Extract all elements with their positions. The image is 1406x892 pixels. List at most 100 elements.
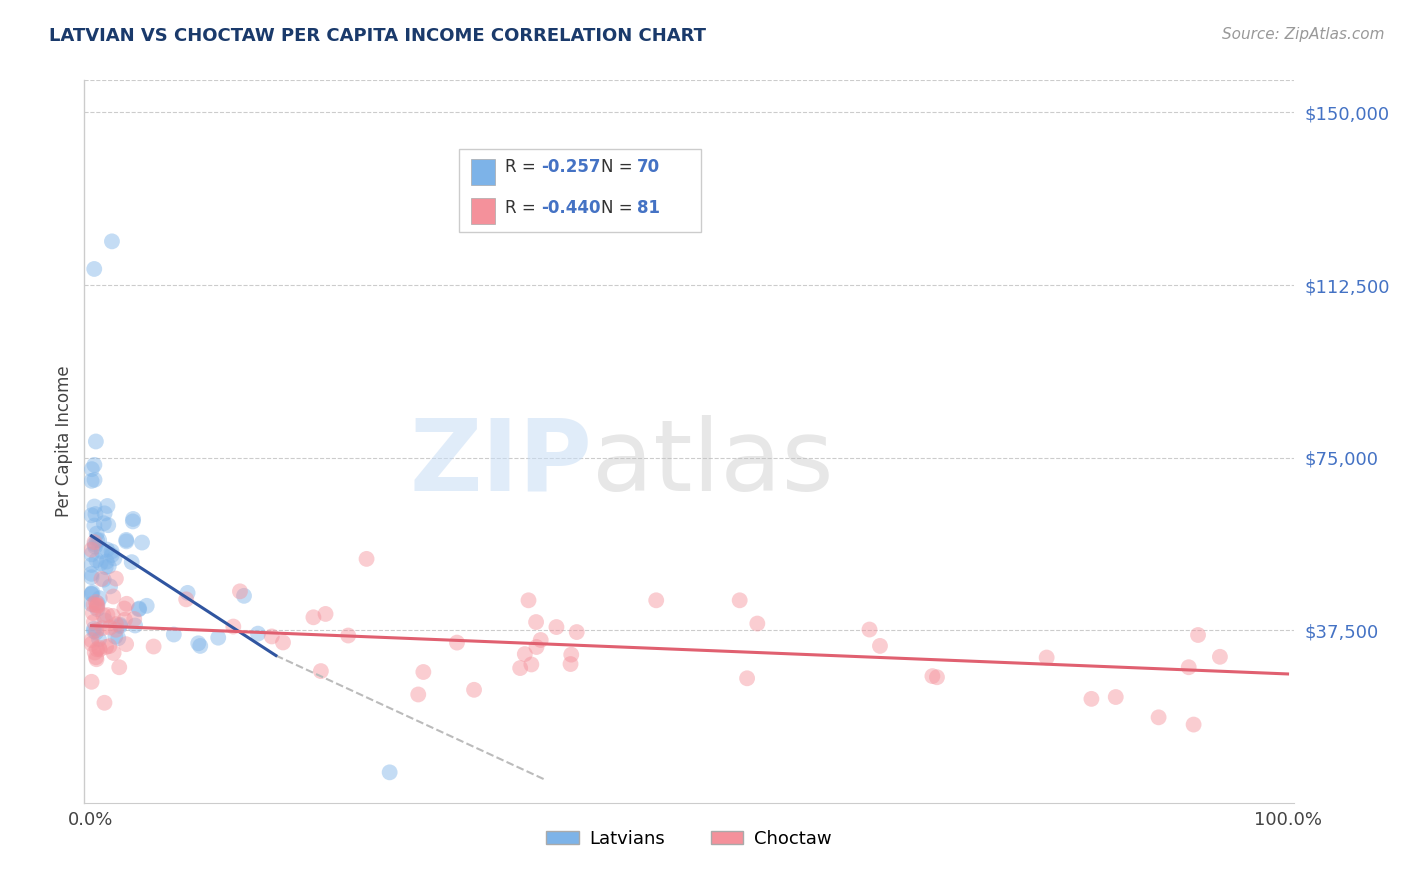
Point xyxy=(80,462,103,476)
Point xyxy=(1147,710,1170,724)
Point xyxy=(302,610,325,624)
Point xyxy=(271,635,294,649)
Point xyxy=(135,599,157,613)
Point xyxy=(98,579,121,593)
Point xyxy=(546,620,568,634)
Point xyxy=(176,586,198,600)
Point xyxy=(80,597,103,611)
Text: N =: N = xyxy=(600,158,637,177)
Text: -0.440: -0.440 xyxy=(541,199,600,217)
Point xyxy=(80,637,103,651)
Point xyxy=(89,591,111,606)
Point xyxy=(246,626,269,640)
Point xyxy=(309,664,332,678)
Point xyxy=(82,585,104,599)
Point xyxy=(463,682,485,697)
Point xyxy=(260,629,283,643)
Point xyxy=(378,765,401,780)
Point xyxy=(858,623,880,637)
Point xyxy=(174,592,197,607)
Y-axis label: Per Capita Income: Per Capita Income xyxy=(55,366,73,517)
Point xyxy=(1209,649,1232,664)
Point xyxy=(83,535,105,549)
Point xyxy=(1080,691,1102,706)
Point xyxy=(115,533,138,547)
Point xyxy=(100,544,122,558)
Point xyxy=(103,551,125,566)
Point xyxy=(101,235,124,249)
Point xyxy=(122,612,145,626)
Text: R =: R = xyxy=(505,199,541,217)
Point xyxy=(83,458,105,472)
Point xyxy=(526,640,548,654)
Point xyxy=(104,630,127,644)
Point xyxy=(560,648,582,662)
Legend: Latvians, Choctaw: Latvians, Choctaw xyxy=(538,822,839,855)
Point xyxy=(728,593,751,607)
Text: atlas: atlas xyxy=(592,415,834,512)
Bar xyxy=(471,159,495,185)
Point xyxy=(446,635,468,649)
Point xyxy=(142,640,165,654)
Point xyxy=(83,262,105,277)
Point xyxy=(87,632,110,647)
Point xyxy=(115,534,138,549)
Point xyxy=(1187,628,1209,642)
Point xyxy=(91,621,114,635)
Point xyxy=(530,632,553,647)
Point xyxy=(86,553,108,567)
Text: -0.257: -0.257 xyxy=(541,158,600,177)
Point xyxy=(128,602,150,616)
Point xyxy=(101,548,124,562)
Point xyxy=(86,533,108,548)
Point xyxy=(86,602,108,616)
Text: Source: ZipAtlas.com: Source: ZipAtlas.com xyxy=(1222,27,1385,42)
Point xyxy=(83,624,105,639)
Text: 70: 70 xyxy=(637,158,659,177)
Point xyxy=(315,607,337,621)
Point xyxy=(83,537,105,551)
Point xyxy=(97,559,120,574)
Point xyxy=(122,512,145,526)
Point xyxy=(94,560,117,574)
Point xyxy=(115,637,138,651)
Point xyxy=(82,606,104,620)
Point xyxy=(107,631,129,645)
Point xyxy=(80,587,103,601)
Point xyxy=(869,639,891,653)
Point xyxy=(131,535,153,549)
Point xyxy=(412,665,434,679)
Point xyxy=(83,646,105,660)
Point xyxy=(84,625,107,640)
Point xyxy=(93,516,115,531)
Point xyxy=(86,600,108,615)
Point xyxy=(163,627,186,641)
FancyBboxPatch shape xyxy=(460,149,702,232)
Point xyxy=(94,640,117,654)
Point xyxy=(86,598,108,612)
Point xyxy=(80,674,103,689)
Point xyxy=(90,572,112,586)
Point xyxy=(229,584,252,599)
Point xyxy=(524,615,547,629)
Point xyxy=(87,640,110,655)
Point xyxy=(188,639,211,653)
Point xyxy=(80,508,103,523)
Point xyxy=(83,518,105,533)
Point xyxy=(1177,660,1199,674)
Point xyxy=(747,616,769,631)
Point xyxy=(114,613,136,627)
Point xyxy=(222,619,245,633)
Point xyxy=(84,434,107,449)
Point xyxy=(98,639,121,653)
Point xyxy=(80,566,103,581)
Point xyxy=(921,669,943,683)
Point xyxy=(93,608,115,623)
Point xyxy=(93,696,115,710)
Point xyxy=(84,507,107,521)
Point xyxy=(337,628,360,642)
Point xyxy=(108,660,131,674)
Point xyxy=(112,601,135,615)
Point xyxy=(84,540,107,554)
Point xyxy=(86,652,108,666)
